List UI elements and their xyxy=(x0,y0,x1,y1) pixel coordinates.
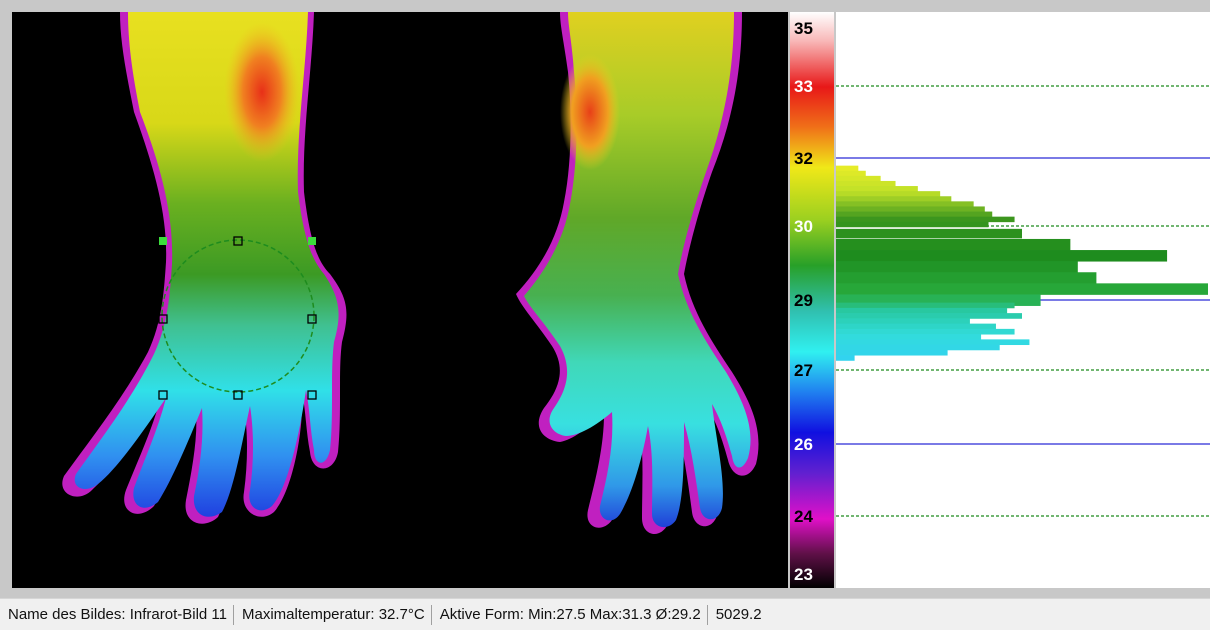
active-shape-roi[interactable] xyxy=(158,236,317,400)
histogram-bar xyxy=(836,328,1015,335)
status-value: 5029.2 xyxy=(715,606,762,623)
histogram-bar xyxy=(836,272,1097,284)
temperature-color-scale: 35 33 32 30 29 27 26 24 23 xyxy=(790,12,834,588)
histogram-bar xyxy=(836,221,989,228)
histogram-bar xyxy=(836,201,974,207)
status-image-name: Name des Bildes: Infrarot-Bild 11 xyxy=(8,606,227,623)
histogram-bar xyxy=(836,283,1208,295)
histogram-bar xyxy=(836,238,1071,251)
scale-tick-label: 27 xyxy=(794,361,813,380)
histogram-bar xyxy=(836,211,993,218)
roi-handle-left[interactable] xyxy=(158,314,168,324)
left-hand-silhouette xyxy=(62,12,347,524)
scale-tick-label: 24 xyxy=(794,507,813,526)
roi-handle-right[interactable] xyxy=(307,314,317,324)
histogram-bar xyxy=(836,206,985,212)
scale-tick-label: 32 xyxy=(794,149,813,168)
histogram-bar xyxy=(836,165,859,172)
thermal-image xyxy=(62,12,759,535)
status-active-shape: Aktive Form: Min:27.5 Max:31.3 Ø:29.2 xyxy=(439,606,701,623)
scale-tick-label: 35 xyxy=(794,19,813,38)
histogram-bar xyxy=(836,186,918,192)
histogram-bar xyxy=(836,339,1030,346)
histogram-bar xyxy=(836,180,896,187)
scale-tick-label: 33 xyxy=(794,77,813,96)
scale-tick-label: 26 xyxy=(794,435,813,454)
roi-handle-bottom-right[interactable] xyxy=(307,390,317,400)
histogram-bar xyxy=(836,334,982,340)
scale-tick-label: 30 xyxy=(794,217,813,236)
histogram-bar xyxy=(836,175,881,182)
roi-handle-top-left[interactable] xyxy=(159,237,167,245)
temperature-histogram xyxy=(836,12,1210,588)
status-separator xyxy=(430,604,432,625)
histogram-bar xyxy=(836,170,866,177)
scale-tick-label: 23 xyxy=(794,565,813,584)
right-hand-silhouette xyxy=(516,12,759,535)
status-max-temperature: Maximaltemperatur: 32.7°C xyxy=(242,606,425,623)
histogram-bar xyxy=(836,250,1168,262)
roi-handle-bottom[interactable] xyxy=(233,390,243,400)
status-separator xyxy=(706,604,708,625)
histogram-bar xyxy=(836,302,1015,309)
roi-handle-bottom-left[interactable] xyxy=(158,390,168,400)
scale-tick-label: 29 xyxy=(794,291,813,310)
status-separator xyxy=(233,604,234,625)
histogram-bar xyxy=(836,294,1041,306)
histogram-bar xyxy=(836,307,1008,314)
histogram-bar xyxy=(836,349,948,356)
histogram-bar xyxy=(836,228,1022,239)
histogram-bar xyxy=(836,323,996,330)
roi-handle-top[interactable] xyxy=(233,236,243,246)
window-frame: 35 33 32 30 29 27 26 24 23 xyxy=(0,0,1210,598)
roi-handle-top-right[interactable] xyxy=(308,237,316,245)
histogram-bar xyxy=(836,313,1022,319)
histogram-bar xyxy=(836,318,970,325)
thermal-image-view[interactable] xyxy=(12,12,788,588)
status-bar: Name des Bildes: Infrarot-Bild 11 Maxima… xyxy=(0,598,1210,630)
histogram-bar xyxy=(836,355,855,361)
histogram-bar xyxy=(836,216,1015,223)
histogram-bar xyxy=(836,261,1078,273)
histogram-bar xyxy=(836,196,952,202)
histogram-bar xyxy=(836,191,941,197)
histogram-bar xyxy=(836,344,1000,351)
